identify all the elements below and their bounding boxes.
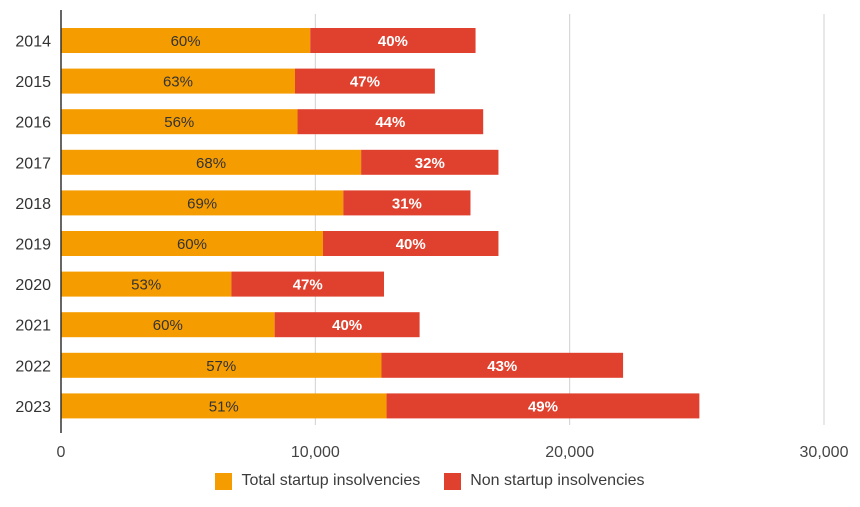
bar-startup [61,109,298,135]
bar-non-startup [381,352,624,378]
bar-non-startup [297,109,484,135]
data-label-startup: 68% [196,155,226,172]
legend-item-non-startup: Non startup insolvencies [444,472,645,490]
y-category-label: 2016 [15,115,51,132]
bar-non-startup [310,28,476,53]
data-label-non-startup: 40% [332,317,362,334]
data-label-non-startup: 44% [375,114,405,131]
chart-legend: Total startup insolvencies Non startup i… [0,472,860,490]
bar-non-startup [274,312,420,338]
data-label-non-startup: 47% [350,74,380,91]
bar-startup [61,352,382,378]
bar-startup [61,190,344,216]
bar-non-startup [322,231,499,256]
y-category-label: 2014 [15,34,51,51]
legend-item-startup: Total startup insolvencies [215,472,420,490]
y-category-label: 2019 [15,237,51,254]
legend-label-startup: Total startup insolvencies [241,472,421,489]
bar-startup [61,28,311,53]
bar-non-startup [386,393,700,419]
data-label-non-startup: 49% [528,398,558,415]
y-category-label: 2020 [15,277,51,294]
bar-startup [61,149,362,175]
y-category-label: 2015 [15,74,51,91]
bar-non-startup [343,190,471,216]
data-label-startup: 63% [163,74,193,91]
data-label-startup: 60% [153,317,183,334]
data-label-non-startup: 32% [415,155,445,172]
x-tick-label: 30,000 [800,444,849,461]
bar-startup [61,68,295,94]
legend-swatch-non-startup [444,472,462,490]
bar-startup [61,312,275,338]
y-category-label: 2023 [15,399,51,416]
bar-startup [61,271,232,297]
x-tick-label: 0 [57,444,66,461]
legend-label-non-startup: Non startup insolvencies [470,472,645,489]
data-label-non-startup: 43% [487,358,517,375]
y-category-label: 2022 [15,358,51,375]
data-label-non-startup: 40% [396,236,426,253]
data-label-non-startup: 40% [378,33,408,50]
data-label-startup: 53% [131,277,161,294]
data-label-startup: 60% [171,33,201,50]
data-label-startup: 51% [209,398,239,415]
bar-non-startup [361,149,499,175]
bar-startup [61,393,387,419]
y-category-label: 2021 [15,318,51,335]
data-label-startup: 57% [206,358,236,375]
data-label-startup: 60% [177,236,207,253]
y-category-label: 2017 [15,155,51,172]
data-label-startup: 56% [164,114,194,131]
bar-non-startup [231,271,385,297]
data-label-non-startup: 47% [293,277,323,294]
legend-swatch-startup [215,472,233,490]
data-label-non-startup: 31% [392,195,422,212]
bar-non-startup [294,68,435,94]
y-category-label: 2018 [15,196,51,213]
bar-startup [61,231,323,256]
data-label-startup: 69% [187,195,217,212]
x-tick-label: 10,000 [291,444,340,461]
x-tick-label: 20,000 [545,444,594,461]
